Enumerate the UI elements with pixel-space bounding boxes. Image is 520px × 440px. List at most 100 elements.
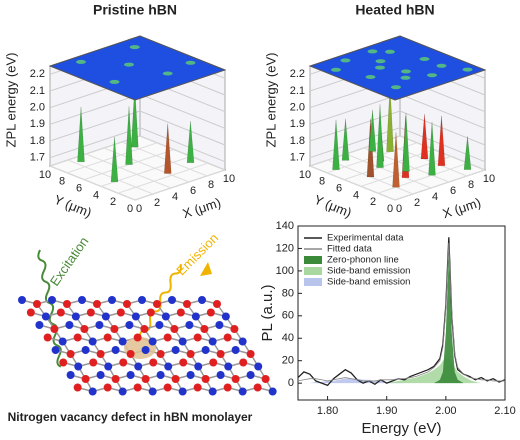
- z-tick-label: 2.2: [30, 68, 45, 80]
- atom: [246, 371, 255, 379]
- grid-line: [49, 165, 136, 201]
- spike: [463, 136, 472, 170]
- projection-spot: [367, 49, 378, 54]
- legend-label: Side-band emission: [327, 266, 410, 277]
- x-tick-label: 10: [223, 173, 235, 185]
- atom: [81, 375, 90, 383]
- projection-spot: [385, 49, 395, 54]
- spike: [186, 121, 195, 164]
- atom: [18, 296, 26, 304]
- x-tick-label: 6: [450, 185, 456, 197]
- atom: [268, 387, 277, 396]
- atom: [153, 300, 161, 308]
- atom: [193, 383, 202, 392]
- atom: [103, 333, 112, 342]
- atom: [110, 325, 119, 333]
- atom: [103, 383, 112, 392]
- legend-swatch: [304, 256, 322, 264]
- atom: [35, 321, 44, 329]
- atom: [140, 325, 149, 333]
- area: [298, 378, 505, 384]
- grid-line: [49, 135, 141, 167]
- projection-plane: [308, 35, 487, 101]
- y-tick-label: 20: [282, 355, 294, 367]
- atom: [43, 333, 52, 342]
- projection-spot: [375, 65, 385, 70]
- atom: [131, 312, 140, 321]
- atom: [253, 383, 262, 392]
- atom: [223, 383, 232, 392]
- chart-title: Pristine hBN: [93, 2, 177, 18]
- y-tick-label: 60: [282, 310, 294, 322]
- excitation-wave: [37, 249, 62, 368]
- projection-spot: [391, 85, 401, 90]
- atom: [164, 362, 173, 371]
- atom: [59, 358, 68, 367]
- y-tick-label: 0: [127, 203, 133, 215]
- atom: [88, 337, 97, 346]
- atom: [208, 337, 217, 346]
- z-axis-label: ZPL energy (eV): [263, 53, 278, 148]
- y-tick-label: 8: [319, 176, 325, 188]
- y-tick-label: 4: [93, 189, 99, 201]
- diagram-caption: Nitrogen vacancy defect in hBN monolayer: [8, 410, 253, 424]
- x-tick-label: 0: [136, 203, 142, 215]
- atom: [65, 321, 74, 329]
- atom: [163, 333, 172, 342]
- y-tick-label: 10: [39, 169, 51, 181]
- projection-spot: [375, 59, 386, 64]
- grid-line: [121, 141, 208, 177]
- z-axis-label: ZPL energy (eV): [3, 53, 18, 148]
- atom: [254, 362, 263, 371]
- grid-line: [67, 159, 154, 195]
- spike: [376, 104, 384, 168]
- y-tick-label: 10: [299, 169, 311, 181]
- x-tick-label: 8: [468, 179, 474, 191]
- grid-line: [394, 169, 486, 201]
- legend-label: Zero-phonon line: [327, 255, 399, 266]
- atom: [183, 300, 191, 308]
- grid-line: [309, 110, 486, 146]
- atom: [104, 362, 113, 371]
- atom: [148, 387, 157, 396]
- atom: [125, 321, 134, 329]
- spike: [368, 109, 377, 152]
- x-tick-label: 1.80: [317, 405, 338, 417]
- spike: [420, 113, 429, 160]
- atom: [186, 350, 195, 358]
- atom: [171, 375, 180, 383]
- y-tick-label: 6: [76, 183, 82, 195]
- projection-plane: [48, 35, 227, 101]
- atom: [171, 346, 180, 354]
- spike: [77, 106, 85, 163]
- atom: [141, 375, 150, 383]
- y-tick-label: 0: [288, 377, 294, 389]
- projection-spot: [331, 67, 341, 72]
- atom: [95, 321, 104, 329]
- atom: [186, 371, 195, 379]
- y-axis-label: Y (μm): [52, 192, 94, 221]
- grid-line: [309, 165, 396, 201]
- x-tick-label: 10: [483, 173, 495, 185]
- projection-spot: [185, 60, 196, 65]
- atom: [58, 337, 67, 346]
- atom: [78, 296, 86, 304]
- z-tick-label: 2.1: [290, 85, 305, 97]
- atom: [238, 337, 247, 346]
- atom: [178, 387, 187, 396]
- atom: [216, 350, 225, 358]
- atom: [81, 346, 90, 354]
- projection-spot: [462, 67, 473, 72]
- y-axis-label: PL (a.u.): [259, 285, 276, 342]
- atom: [66, 371, 75, 379]
- spike: [110, 136, 119, 183]
- atom: [194, 362, 203, 371]
- grid-line: [134, 169, 226, 201]
- spike: [428, 121, 436, 176]
- legend-swatch: [304, 278, 322, 286]
- z-tick-label: 2.1: [30, 85, 45, 97]
- atom: [138, 296, 146, 304]
- atom: [168, 296, 176, 304]
- atom: [176, 308, 185, 317]
- atom: [198, 296, 206, 304]
